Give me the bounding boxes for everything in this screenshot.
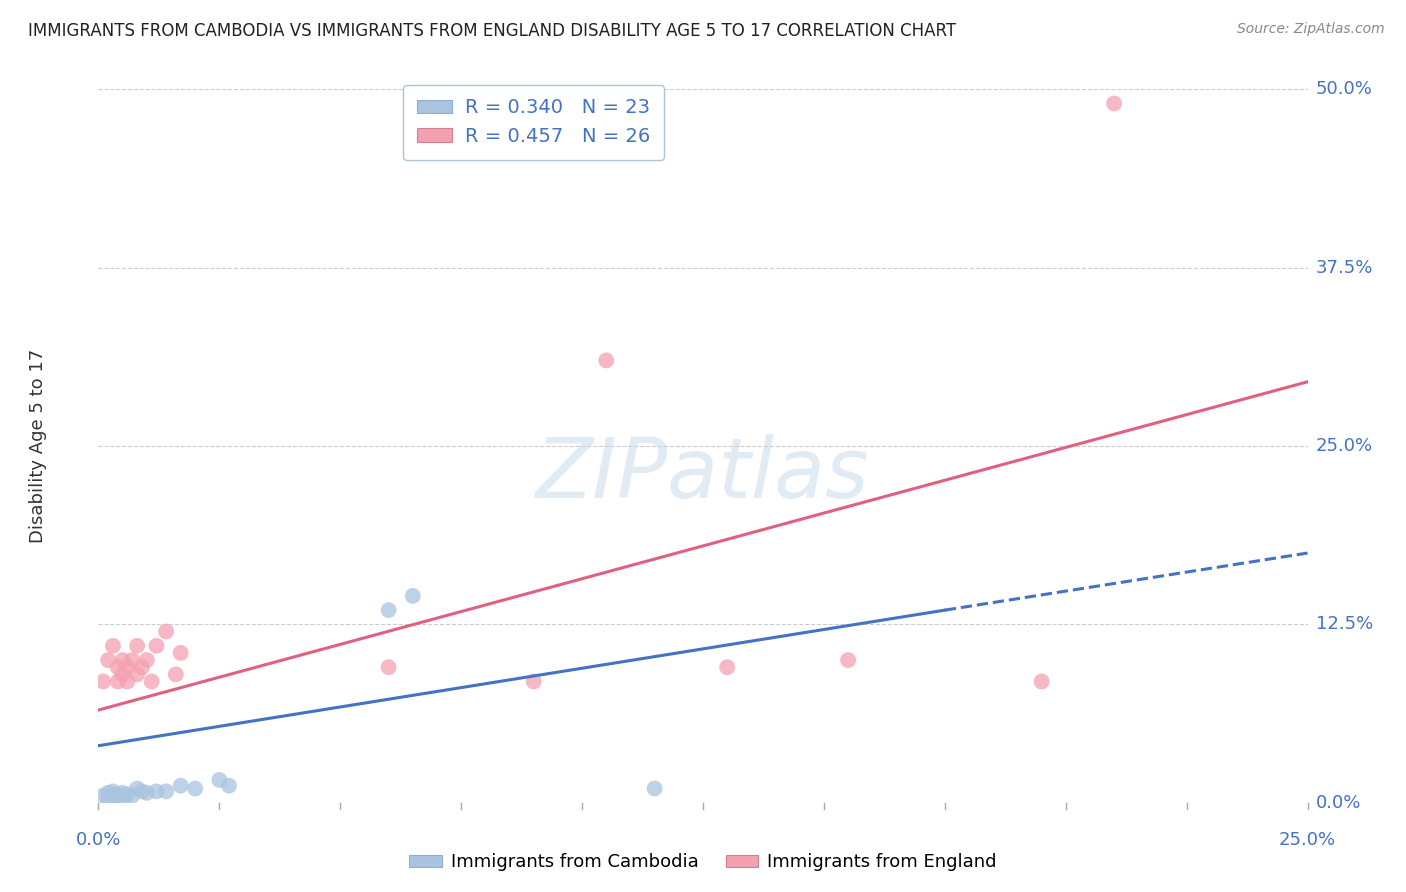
Point [135, 653, 157, 667]
Text: 37.5%: 37.5% [1316, 259, 1374, 277]
Point [377, 660, 399, 674]
Point [1031, 674, 1053, 689]
Point [101, 784, 124, 798]
Point [169, 646, 191, 660]
Text: 50.0%: 50.0% [1316, 80, 1372, 98]
Text: Source: ZipAtlas.com: Source: ZipAtlas.com [1237, 22, 1385, 37]
Point [127, 667, 149, 681]
Point [218, 779, 240, 793]
Point [165, 667, 187, 681]
Point [595, 353, 617, 368]
Point [1102, 96, 1125, 111]
Point [107, 790, 129, 805]
Point [644, 781, 666, 796]
Text: 0.0%: 0.0% [1316, 794, 1361, 812]
Point [107, 660, 129, 674]
Point [111, 786, 134, 800]
Point [121, 653, 143, 667]
Point [141, 674, 163, 689]
Point [97, 791, 120, 805]
Text: IMMIGRANTS FROM CAMBODIA VS IMMIGRANTS FROM ENGLAND DISABILITY AGE 5 TO 17 CORRE: IMMIGRANTS FROM CAMBODIA VS IMMIGRANTS F… [28, 22, 956, 40]
Text: 25.0%: 25.0% [1316, 437, 1374, 455]
Text: ZIPatlas: ZIPatlas [536, 434, 870, 515]
Point [208, 772, 231, 787]
Point [97, 653, 120, 667]
Point [91, 674, 114, 689]
Point [145, 639, 167, 653]
Point [111, 791, 134, 805]
Point [155, 784, 177, 798]
Point [837, 653, 859, 667]
Point [184, 781, 207, 796]
Legend: R = 0.340   N = 23, R = 0.457   N = 26: R = 0.340 N = 23, R = 0.457 N = 26 [404, 85, 664, 160]
Point [107, 787, 129, 801]
Point [101, 789, 124, 803]
Point [169, 779, 191, 793]
Point [131, 784, 153, 798]
Point [111, 667, 134, 681]
Point [117, 674, 139, 689]
Text: Disability Age 5 to 17: Disability Age 5 to 17 [30, 349, 46, 543]
Point [121, 789, 143, 803]
Point [377, 603, 399, 617]
Point [117, 660, 139, 674]
Point [135, 786, 157, 800]
Point [145, 784, 167, 798]
Legend: Immigrants from Cambodia, Immigrants from England: Immigrants from Cambodia, Immigrants fro… [402, 847, 1004, 879]
Text: 25.0%: 25.0% [1279, 830, 1336, 848]
Point [101, 639, 124, 653]
Point [131, 660, 153, 674]
Point [402, 589, 425, 603]
Text: 12.5%: 12.5% [1316, 615, 1374, 633]
Point [127, 781, 149, 796]
Point [91, 789, 114, 803]
Point [111, 653, 134, 667]
Point [716, 660, 738, 674]
Point [117, 787, 139, 801]
Point [523, 674, 546, 689]
Text: 0.0%: 0.0% [76, 830, 121, 848]
Point [155, 624, 177, 639]
Point [97, 786, 120, 800]
Point [127, 639, 149, 653]
Point [107, 674, 129, 689]
